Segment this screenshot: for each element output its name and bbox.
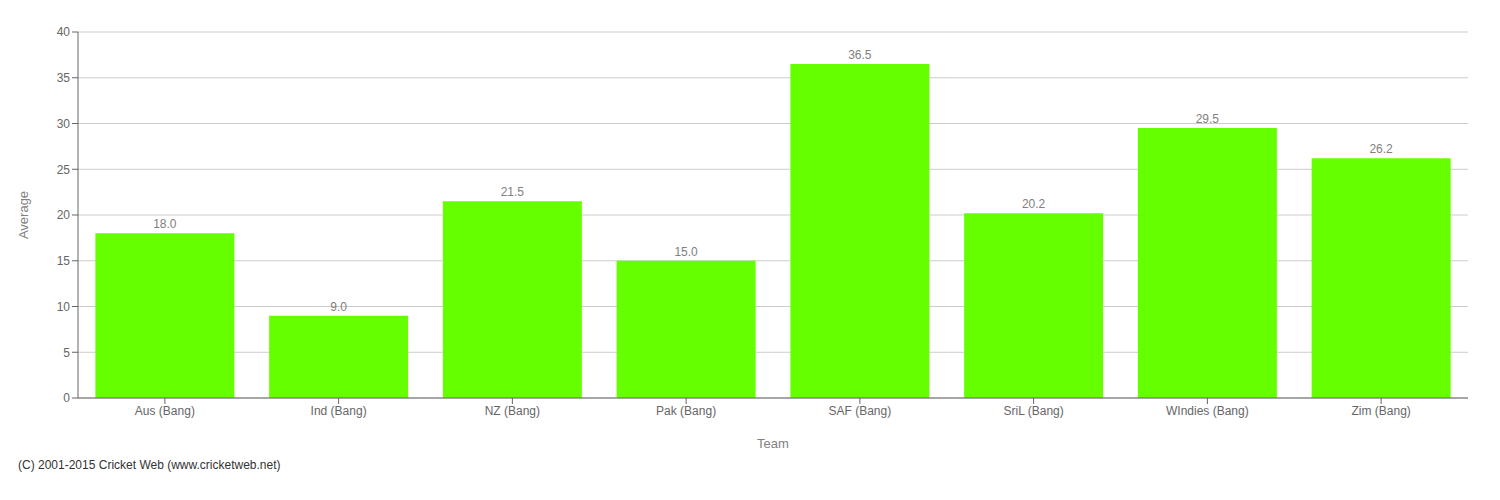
svg-text:Aus (Bang): Aus (Bang) [135, 404, 195, 418]
svg-text:36.5: 36.5 [848, 48, 872, 62]
svg-text:29.5: 29.5 [1196, 112, 1220, 126]
svg-text:20.2: 20.2 [1022, 197, 1046, 211]
svg-text:Pak (Bang): Pak (Bang) [656, 404, 716, 418]
svg-text:30: 30 [57, 117, 71, 131]
svg-text:Team: Team [757, 436, 789, 451]
svg-text:Average: Average [16, 191, 31, 239]
svg-text:Ind (Bang): Ind (Bang) [311, 404, 367, 418]
svg-text:Zim (Bang): Zim (Bang) [1351, 404, 1410, 418]
svg-text:NZ (Bang): NZ (Bang) [485, 404, 540, 418]
svg-text:20: 20 [57, 208, 71, 222]
svg-text:21.5: 21.5 [501, 185, 525, 199]
svg-text:26.2: 26.2 [1369, 142, 1393, 156]
svg-text:35: 35 [57, 71, 71, 85]
html-text:(C) 2001-2015 Cricket Web (www: (C) 2001-2015 Cricket Web (www.cricketwe… [18, 458, 281, 472]
svg-text:15.0: 15.0 [674, 245, 698, 259]
svg-text:WIndies (Bang): WIndies (Bang) [1166, 404, 1249, 418]
svg-text:18.0: 18.0 [153, 217, 177, 231]
svg-text:25: 25 [57, 163, 71, 177]
svg-text:SAF (Bang): SAF (Bang) [829, 404, 892, 418]
svg-text:0: 0 [63, 391, 70, 405]
svg-text:9.0: 9.0 [330, 300, 347, 314]
svg-text:SriL (Bang): SriL (Bang) [1004, 404, 1064, 418]
svg-text:5: 5 [63, 346, 70, 360]
svg-text:40: 40 [57, 25, 71, 39]
svg-text:15: 15 [57, 254, 71, 268]
svg-text:10: 10 [57, 300, 71, 314]
